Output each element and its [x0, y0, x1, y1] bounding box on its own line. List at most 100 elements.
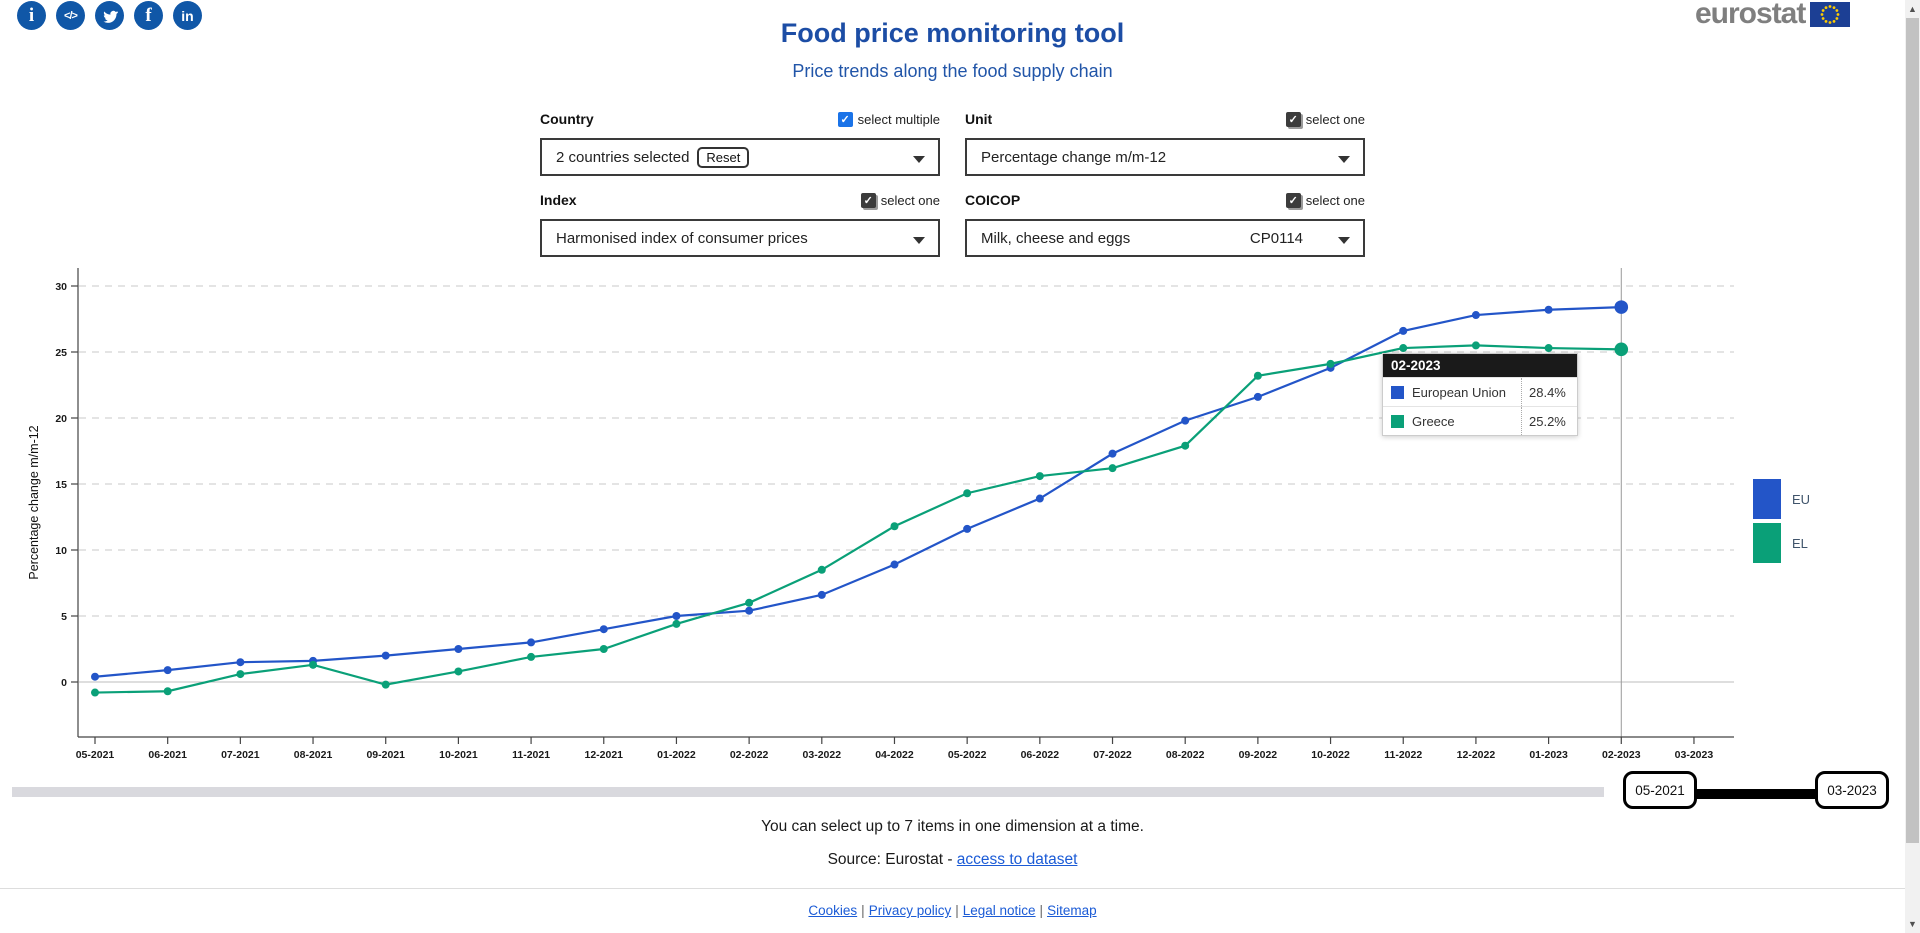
coicop-code: CP0114: [1250, 230, 1303, 247]
svg-text:07-2021: 07-2021: [221, 749, 260, 761]
svg-text:09-2021: 09-2021: [366, 749, 405, 761]
legal-notice-link[interactable]: Legal notice: [963, 903, 1036, 918]
selection-note: You can select up to 7 items in one dime…: [0, 818, 1905, 836]
unit-mode-label: select one: [1306, 112, 1365, 127]
scroll-down-arrow-icon[interactable]: ▼: [1905, 916, 1920, 932]
index-select-one-checkbox[interactable]: ✓: [861, 193, 876, 208]
svg-text:06-2021: 06-2021: [148, 749, 187, 761]
unit-control: Unit ✓ select one Percentage change m/m-…: [965, 109, 1365, 176]
coicop-dropdown[interactable]: Milk, cheese and eggs CP0114: [965, 219, 1365, 257]
svg-text:02-2022: 02-2022: [730, 749, 769, 761]
index-mode-label: select one: [881, 193, 940, 208]
svg-text:5: 5: [61, 611, 67, 623]
svg-text:08-2022: 08-2022: [1166, 749, 1205, 761]
coicop-control: COICOP ✓ select one Milk, cheese and egg…: [965, 190, 1365, 257]
svg-text:10: 10: [55, 545, 67, 557]
svg-text:04-2022: 04-2022: [875, 749, 914, 761]
tooltip-series-name: European Union: [1412, 385, 1521, 400]
chart-tooltip: 02-2023 European Union 28.4% Greece 25.2…: [1382, 353, 1578, 436]
svg-text:03-2022: 03-2022: [803, 749, 842, 761]
chevron-down-icon: [913, 156, 925, 163]
index-label: Index: [540, 192, 577, 208]
link-separator: |: [955, 903, 959, 918]
svg-text:02-2023: 02-2023: [1602, 749, 1641, 761]
country-mode-label: select multiple: [858, 112, 940, 127]
chevron-down-icon: [1338, 237, 1350, 244]
svg-text:03-2023: 03-2023: [1675, 749, 1714, 761]
sitemap-link[interactable]: Sitemap: [1047, 903, 1097, 918]
index-dropdown-value: Harmonised index of consumer prices: [556, 230, 808, 247]
country-control: Country ✓ select multiple 2 countries se…: [540, 109, 940, 176]
cookies-link[interactable]: Cookies: [808, 903, 857, 918]
tooltip-row: Greece 25.2%: [1383, 406, 1577, 435]
country-dropdown[interactable]: 2 countries selected Reset: [540, 138, 940, 176]
chart-legend: EU EL: [1753, 479, 1810, 567]
country-select-multiple-checkbox[interactable]: ✓: [838, 112, 853, 127]
gridlines: [79, 286, 1734, 682]
scrollbar-thumb[interactable]: [1906, 18, 1919, 843]
page-title: Food price monitoring tool: [0, 18, 1905, 49]
link-separator: |: [861, 903, 865, 918]
el-series-swatch: [1753, 523, 1781, 563]
footer-divider: [0, 888, 1920, 889]
svg-text:12-2021: 12-2021: [584, 749, 623, 761]
svg-text:05-2022: 05-2022: [948, 749, 987, 761]
svg-text:0: 0: [61, 677, 67, 689]
svg-text:01-2022: 01-2022: [657, 749, 696, 761]
legend-item-el[interactable]: EL: [1753, 523, 1810, 563]
scroll-up-arrow-icon[interactable]: ▲: [1905, 1, 1920, 17]
unit-dropdown[interactable]: Percentage change m/m-12: [965, 138, 1365, 176]
eu-series-swatch: [1753, 479, 1781, 519]
svg-text:06-2022: 06-2022: [1021, 749, 1060, 761]
time-slider-start-handle[interactable]: 05-2021: [1623, 771, 1697, 809]
chevron-down-icon: [1338, 156, 1350, 163]
tooltip-series-value: 28.4%: [1521, 378, 1577, 406]
coicop-select-one-checkbox[interactable]: ✓: [1286, 193, 1301, 208]
coicop-dropdown-value: Milk, cheese and eggs: [981, 230, 1130, 247]
svg-text:08-2021: 08-2021: [294, 749, 333, 761]
axes: [71, 268, 1734, 744]
el-series-label: EL: [1792, 536, 1808, 551]
svg-text:25: 25: [55, 347, 67, 359]
svg-text:15: 15: [55, 479, 67, 491]
svg-text:07-2022: 07-2022: [1093, 749, 1132, 761]
svg-text:11-2021: 11-2021: [512, 749, 550, 761]
index-control: Index ✓ select one Harmonised index of c…: [540, 190, 940, 257]
country-reset-button[interactable]: Reset: [697, 147, 749, 168]
vertical-scrollbar[interactable]: ▲ ▼: [1905, 0, 1920, 933]
y-axis-title: Percentage change m/m-12: [27, 425, 41, 579]
svg-text:30: 30: [55, 281, 67, 293]
tooltip-row: European Union 28.4%: [1383, 377, 1577, 406]
unit-dropdown-value: Percentage change m/m-12: [981, 149, 1166, 166]
time-slider-selected-range[interactable]: [1695, 789, 1821, 799]
el-series-swatch: [1391, 415, 1404, 428]
unit-select-one-checkbox[interactable]: ✓: [1286, 112, 1301, 127]
time-slider-end-handle[interactable]: 03-2023: [1815, 771, 1889, 809]
filter-controls: Country ✓ select multiple 2 countries se…: [540, 109, 1366, 257]
unit-label: Unit: [965, 111, 992, 127]
svg-text:10-2022: 10-2022: [1311, 749, 1350, 761]
svg-text:09-2022: 09-2022: [1239, 749, 1278, 761]
svg-text:11-2022: 11-2022: [1384, 749, 1422, 761]
svg-text:05-2021: 05-2021: [76, 749, 115, 761]
coicop-mode-label: select one: [1306, 193, 1365, 208]
index-dropdown[interactable]: Harmonised index of consumer prices: [540, 219, 940, 257]
eu-series-label: EU: [1792, 492, 1810, 507]
country-label: Country: [540, 111, 594, 127]
footer-links: Cookies|Privacy policy|Legal notice|Site…: [0, 903, 1905, 918]
tooltip-series-value: 25.2%: [1521, 407, 1577, 435]
country-dropdown-value: 2 countries selected: [556, 149, 689, 166]
page-subtitle: Price trends along the food supply chain: [0, 61, 1905, 82]
privacy-policy-link[interactable]: Privacy policy: [869, 903, 952, 918]
chevron-down-icon: [913, 237, 925, 244]
coicop-label: COICOP: [965, 192, 1020, 208]
access-to-dataset-link[interactable]: access to dataset: [957, 851, 1078, 868]
tooltip-series-name: Greece: [1412, 414, 1521, 429]
svg-text:20: 20: [55, 413, 67, 425]
time-slider-track[interactable]: [12, 787, 1604, 797]
legend-item-eu[interactable]: EU: [1753, 479, 1810, 519]
source-prefix: Source: Eurostat -: [828, 851, 957, 868]
tooltip-title: 02-2023: [1383, 354, 1577, 377]
link-separator: |: [1040, 903, 1044, 918]
svg-text:10-2021: 10-2021: [439, 749, 478, 761]
